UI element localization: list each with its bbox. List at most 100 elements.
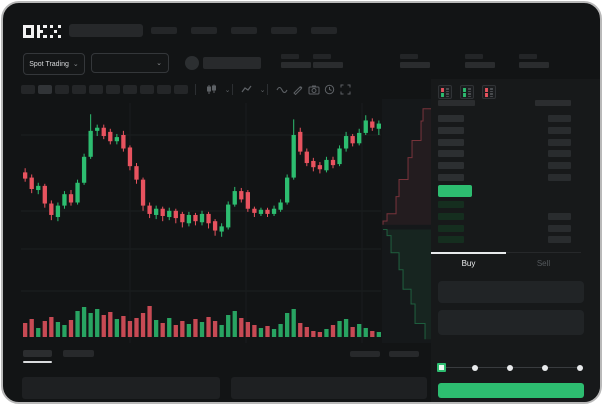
ask-row-amount[interactable] (548, 162, 571, 170)
slider-stop-3[interactable] (542, 364, 548, 371)
bottom-tab-2[interactable] (63, 350, 94, 357)
bid-row-price[interactable] (438, 201, 464, 208)
slider-stop-0[interactable] (437, 363, 446, 372)
amount-field[interactable] (438, 310, 584, 335)
bid-row-amount[interactable] (548, 212, 571, 220)
orderbook-view-toggles (438, 85, 508, 99)
stat-value-placeholder (519, 62, 549, 68)
interval-button[interactable] (140, 85, 154, 94)
interval-button[interactable] (38, 85, 52, 94)
stat-label-placeholder (400, 54, 418, 59)
ask-row-price[interactable] (438, 115, 464, 122)
trade-tabs: Buy Sell (431, 252, 581, 268)
fullscreen-icon[interactable] (339, 83, 352, 96)
coin-avatar (185, 56, 199, 70)
nav-item-placeholder[interactable] (311, 27, 337, 34)
slider-stop-1[interactable] (472, 364, 478, 371)
pair-name-placeholder (203, 57, 261, 69)
nav-item-placeholder[interactable] (191, 27, 217, 34)
ask-row-amount[interactable] (548, 115, 571, 122)
chart-type-chevron-icon[interactable]: ⌄ (224, 86, 231, 94)
nav-item-placeholder[interactable] (271, 27, 297, 34)
ask-row-price[interactable] (438, 174, 464, 181)
search-input[interactable] (69, 24, 143, 37)
indicators-icon[interactable] (240, 83, 253, 96)
toolbar-divider (267, 84, 268, 95)
stat-value-placeholder (281, 62, 311, 68)
interval-button[interactable] (89, 85, 103, 94)
stat-value-placeholder (465, 62, 495, 68)
interval-button[interactable] (72, 85, 86, 94)
chevron-down-icon: ⌄ (156, 59, 162, 67)
draw-icon[interactable] (291, 83, 304, 96)
tab-buy[interactable]: Buy (431, 252, 506, 268)
ask-row-price[interactable] (438, 150, 464, 158)
interval-buttons (21, 85, 191, 95)
stat-label-placeholder (465, 54, 483, 59)
submit-buy-button[interactable] (438, 383, 584, 398)
price-field[interactable] (438, 281, 584, 303)
bottom-link-2[interactable] (389, 351, 419, 357)
chart-tools: ⌄ ⌄ (195, 83, 360, 97)
chart-type-icon[interactable] (205, 83, 218, 96)
bid-row-price[interactable] (438, 212, 464, 220)
nav-item-placeholder[interactable] (151, 27, 177, 34)
last-price-badge[interactable] (438, 185, 472, 197)
depth-chart (382, 99, 432, 343)
bids-book-view-icon[interactable] (460, 85, 474, 99)
candlestick-chart[interactable] (21, 103, 381, 343)
bottom-panel-2 (231, 377, 427, 399)
ask-row-amount[interactable] (548, 126, 571, 134)
interval-button[interactable] (106, 85, 120, 94)
indicators-chevron-icon[interactable]: ⌄ (259, 86, 266, 94)
ask-row-price[interactable] (438, 162, 464, 170)
bottom-panel-1 (22, 377, 220, 399)
orderbook (431, 99, 591, 249)
bottom-tab-underline (23, 361, 52, 363)
slider-stop-2[interactable] (507, 364, 513, 371)
chevron-down-icon: ⌄ (72, 60, 79, 68)
tab-sell[interactable]: Sell (536, 259, 551, 268)
slider-stop-4[interactable] (577, 364, 583, 371)
interval-button[interactable] (21, 85, 35, 94)
toolbar-divider (232, 84, 233, 95)
stat-label-placeholder (313, 54, 331, 59)
orderbook-header-price (438, 100, 475, 106)
slider-stops (437, 363, 583, 377)
ticker-stats (281, 53, 581, 73)
pair-dropdown[interactable]: ⌄ (91, 53, 169, 73)
history-icon[interactable] (323, 83, 336, 96)
ask-row-price[interactable] (438, 126, 464, 134)
interval-button[interactable] (123, 85, 137, 94)
stat-value-placeholder (313, 62, 343, 68)
stat-value-placeholder (400, 62, 430, 68)
trading-mode-selector[interactable]: Spot Trading ⌄ (23, 53, 85, 75)
bottom-link-1[interactable] (350, 351, 380, 357)
camera-icon[interactable] (307, 83, 320, 96)
interval-button[interactable] (55, 85, 69, 94)
trading-mode-label: Spot Trading (29, 60, 69, 68)
toolbar-divider (195, 84, 196, 95)
line-style-icon[interactable] (275, 83, 288, 96)
bottom-tab-active[interactable] (23, 350, 52, 357)
ask-row-amount[interactable] (548, 150, 571, 158)
bid-row-amount[interactable] (548, 236, 571, 244)
nav-item-placeholder[interactable] (231, 27, 257, 34)
topnav-items (151, 27, 411, 35)
order-panel: Buy Sell (431, 79, 600, 402)
stat-label-placeholder (281, 54, 299, 59)
interval-button[interactable] (157, 85, 171, 94)
ask-row-amount[interactable] (548, 138, 571, 146)
orderbook-header-amount (535, 100, 571, 106)
bid-row-price[interactable] (438, 236, 464, 244)
okx-logo[interactable] (23, 25, 61, 38)
okx-logo-icon (23, 25, 61, 38)
stat-label-placeholder (519, 54, 537, 59)
asks-book-view-icon[interactable] (482, 85, 496, 99)
combined-book-view-icon[interactable] (438, 85, 452, 99)
bid-row-price[interactable] (438, 224, 464, 232)
ask-row-price[interactable] (438, 138, 464, 146)
bid-row-amount[interactable] (548, 224, 571, 232)
interval-button[interactable] (174, 85, 188, 94)
ask-row-amount[interactable] (548, 174, 571, 181)
